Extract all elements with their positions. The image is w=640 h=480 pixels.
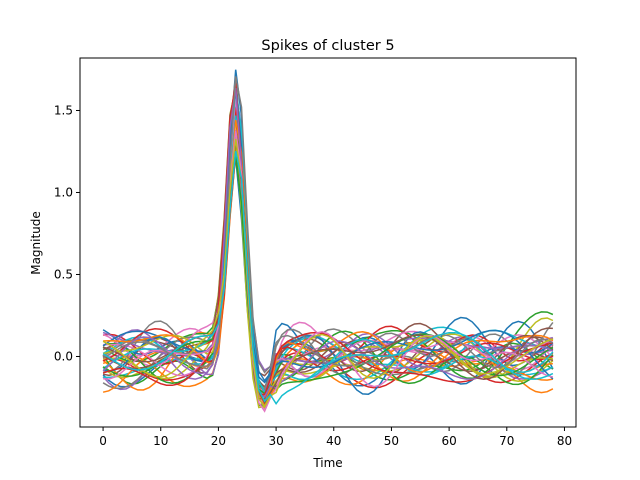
spike-series-line [102,138,554,409]
y-axis: 0.0 0.5 1.0 1.5 [54,103,80,363]
x-tick-label: 40 [326,434,341,448]
spike-series-line [102,143,553,409]
spike-series-line [102,154,554,395]
spike-series-line [102,156,554,391]
x-tick-label: 80 [557,434,572,448]
y-axis-label: Magnitude [29,211,43,275]
y-tick-label: 1.5 [54,103,73,117]
x-tick-label: 20 [211,434,226,448]
chart-title: Spikes of cluster 5 [261,38,394,54]
spike-series-line [103,130,554,413]
series-lines [102,69,554,413]
y-tick-label: 1.0 [54,185,73,199]
spike-series-line [102,150,554,406]
x-tick-label: 50 [384,434,399,448]
spike-series-line [102,76,554,374]
x-tick-label: 0 [99,434,107,448]
x-tick-label: 30 [268,434,283,448]
x-tick-label: 70 [499,434,514,448]
x-tick-label: 10 [153,434,168,448]
y-tick-label: 0.0 [54,349,73,363]
plot-frame [79,57,577,428]
x-axis: 0 10 20 30 40 50 60 70 80 [99,427,572,448]
y-tick-label: 0.5 [54,267,73,281]
x-axis-label: Time [312,456,342,470]
x-tick-label: 60 [441,434,456,448]
